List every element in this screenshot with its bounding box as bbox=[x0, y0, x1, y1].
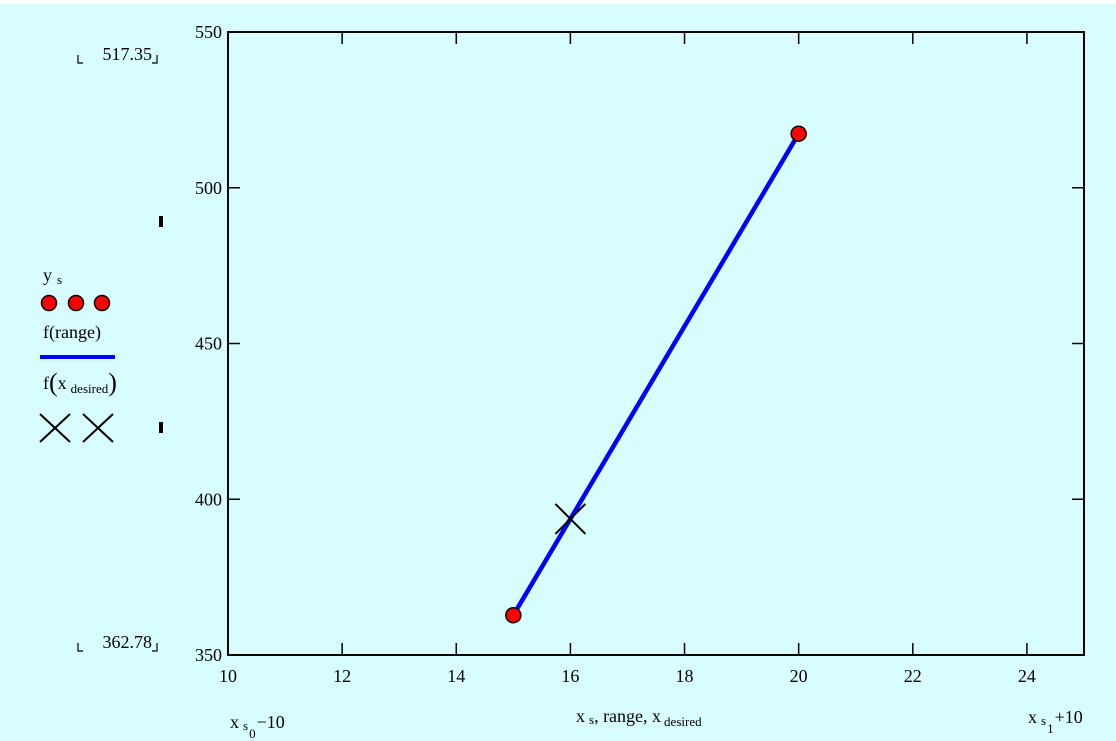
plot-frame bbox=[227, 31, 1085, 656]
x-marker-desired-b bbox=[554, 503, 587, 535]
legend-x-1b bbox=[39, 413, 71, 443]
legend-circle-1 bbox=[40, 294, 58, 312]
x-axis-left-expression: x s0−10 bbox=[230, 712, 285, 741]
x-tick-label-22: 22 bbox=[904, 666, 922, 686]
x-tick-label-20: 20 bbox=[790, 666, 808, 686]
y-tick-label-500: 500 bbox=[195, 178, 222, 198]
x-axis-center-expression: x s, range, x desired bbox=[576, 706, 702, 729]
series-line-frange bbox=[511, 132, 801, 617]
legend-circle-symbols bbox=[40, 294, 111, 312]
axis-placeholder-mark-upper bbox=[159, 216, 163, 227]
data-point-ys-1 bbox=[790, 125, 807, 142]
series-layer bbox=[505, 125, 807, 624]
y-marker-label-top: 517.35 bbox=[103, 44, 153, 64]
x-axis-right-expression: x s1+10 bbox=[1028, 707, 1083, 736]
x-tick-label-16: 16 bbox=[561, 666, 579, 686]
data-point-ys-0 bbox=[505, 606, 522, 624]
y-tick-label-350: 350 bbox=[195, 645, 222, 665]
y-marker-bracket-left-bottom bbox=[77, 643, 83, 652]
legend-frange-label: f(range) bbox=[43, 322, 101, 343]
y-marker-bracket-right-bottom bbox=[152, 643, 158, 652]
plot-frame-layer bbox=[227, 31, 1085, 656]
y-marker-bracket-left-top bbox=[77, 55, 83, 64]
ticks-layer bbox=[227, 31, 1084, 656]
x-tick-label-14: 14 bbox=[447, 666, 465, 686]
x-tick-label-18: 18 bbox=[676, 666, 694, 686]
y-tick-label-550: 550 bbox=[195, 22, 222, 42]
x-tick-label-24: 24 bbox=[1018, 666, 1036, 686]
tick-labels-layer: 10 12 14 16 18 20 22 24 350 400 450 500 550 bbox=[195, 22, 1036, 686]
x-tick-label-10: 10 bbox=[219, 666, 237, 686]
y-tick-label-450: 450 bbox=[195, 334, 222, 354]
y-marker-label-bottom: 362.78 bbox=[103, 632, 153, 652]
axis-placeholder-mark-lower bbox=[159, 422, 163, 433]
legend-circle-3 bbox=[93, 294, 111, 312]
legend-x-symbols bbox=[39, 413, 114, 443]
legend-fxdesired-label: f(x desired) bbox=[43, 368, 117, 397]
y-marker-bracket-right-top bbox=[152, 55, 158, 64]
y-tick-label-400: 400 bbox=[195, 489, 222, 509]
legend-x-2b bbox=[82, 413, 114, 443]
top-border bbox=[0, 0, 1116, 4]
legend-circle-2 bbox=[67, 294, 85, 312]
x-tick-label-12: 12 bbox=[333, 666, 351, 686]
markers-layer bbox=[77, 55, 158, 652]
